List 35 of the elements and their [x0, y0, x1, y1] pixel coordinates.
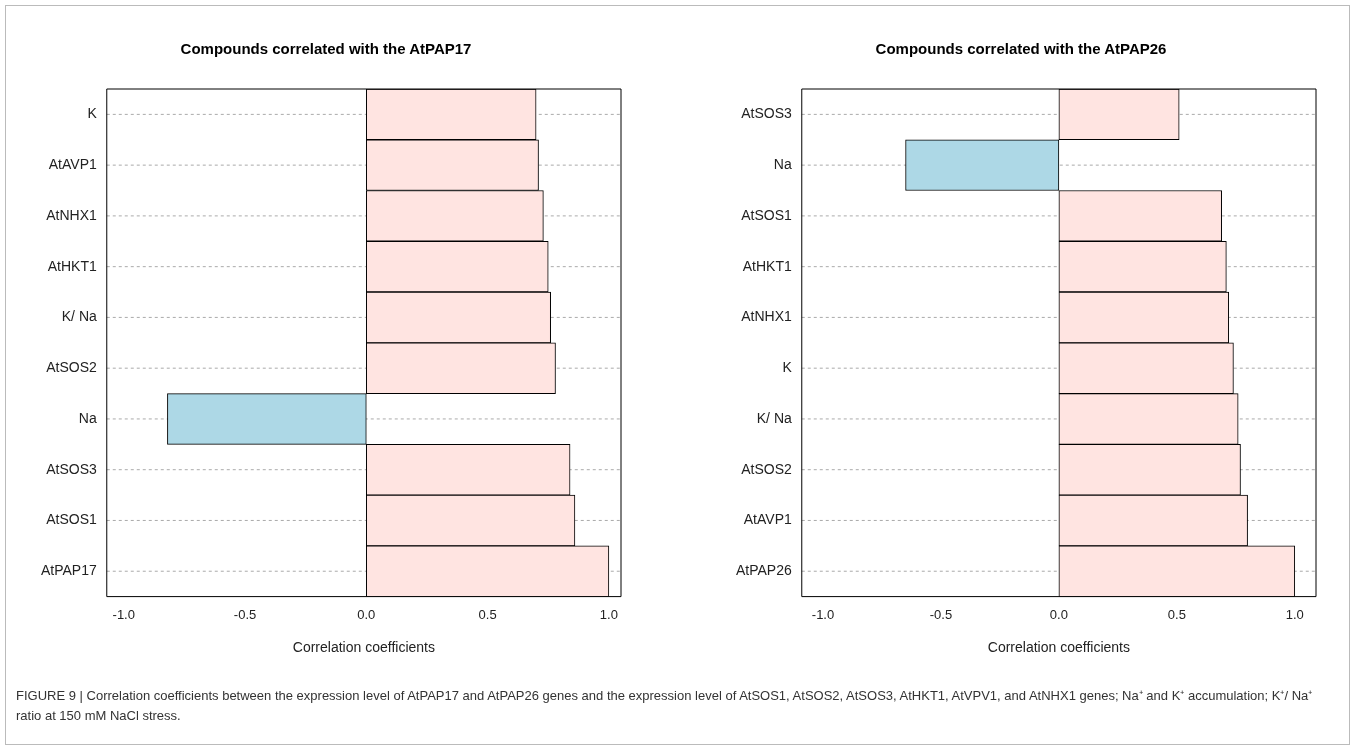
- caption: FIGURE 9 | Correlation coefficients between the expression level of AtPAP17 and AtPAP26 genes and the expression level of AtSOS1, AtSOS2, AtSOS3, AtHKT1, AtVPV1, and AtNHX1 genes; Na⁺ and K⁺ accumulation; K⁺/ Na⁺ ratio at 150 mM NaCl stress.: [16, 687, 1314, 725]
- y-tick-label: AtPAP17: [40, 562, 97, 579]
- y-tick-label: K: [782, 359, 793, 376]
- y-tick-label: AtSOS2: [741, 460, 792, 477]
- chart-title: Compounds correlated with the AtPAP17: [180, 40, 472, 58]
- x-tick-label: -1.0: [112, 606, 135, 622]
- x-tick-label: -0.5: [233, 606, 257, 622]
- y-tick-label: K/ Na: [61, 308, 97, 325]
- x-tick-label: -0.5: [929, 606, 953, 622]
- x-tick-label: 1.0: [599, 606, 618, 622]
- y-tick-label: Na: [78, 409, 97, 426]
- y-tick-label: K/ Na: [756, 409, 792, 426]
- y-tick-label: AtPAP26: [735, 562, 792, 579]
- chart-title: Compounds correlated with the AtPAP26: [875, 40, 1167, 58]
- x-tick-label: 0.5: [1167, 606, 1186, 622]
- y-tick-label: AtAVP1: [48, 156, 97, 172]
- x-axis-title: Correlation coefficients: [292, 639, 435, 656]
- x-tick-label: 0.0: [357, 606, 376, 622]
- y-tick-label: AtNHX1: [741, 308, 792, 325]
- x-tick-label: 1.0: [1285, 606, 1304, 622]
- y-tick-label: AtAVP1: [743, 511, 792, 528]
- y-tick-label: AtSOS1: [741, 206, 792, 223]
- y-tick-label: AtHKT1: [47, 257, 97, 274]
- y-tick-label: K: [87, 105, 98, 122]
- y-tick-label: AtSOS3: [741, 105, 792, 122]
- y-tick-label: AtHKT1: [742, 257, 792, 274]
- y-tick-label: AtSOS2: [46, 359, 97, 376]
- x-tick-label: -1.0: [811, 606, 835, 622]
- x-axis-title: Correlation coefficients: [987, 639, 1130, 656]
- x-tick-label: 0.5: [478, 606, 497, 622]
- x-tick-label: 0.0: [1049, 606, 1068, 622]
- y-tick-label: AtSOS1: [46, 511, 97, 528]
- y-tick-label: AtSOS3: [46, 460, 97, 477]
- y-tick-label: Na: [773, 156, 792, 172]
- y-tick-label: AtNHX1: [46, 206, 97, 223]
